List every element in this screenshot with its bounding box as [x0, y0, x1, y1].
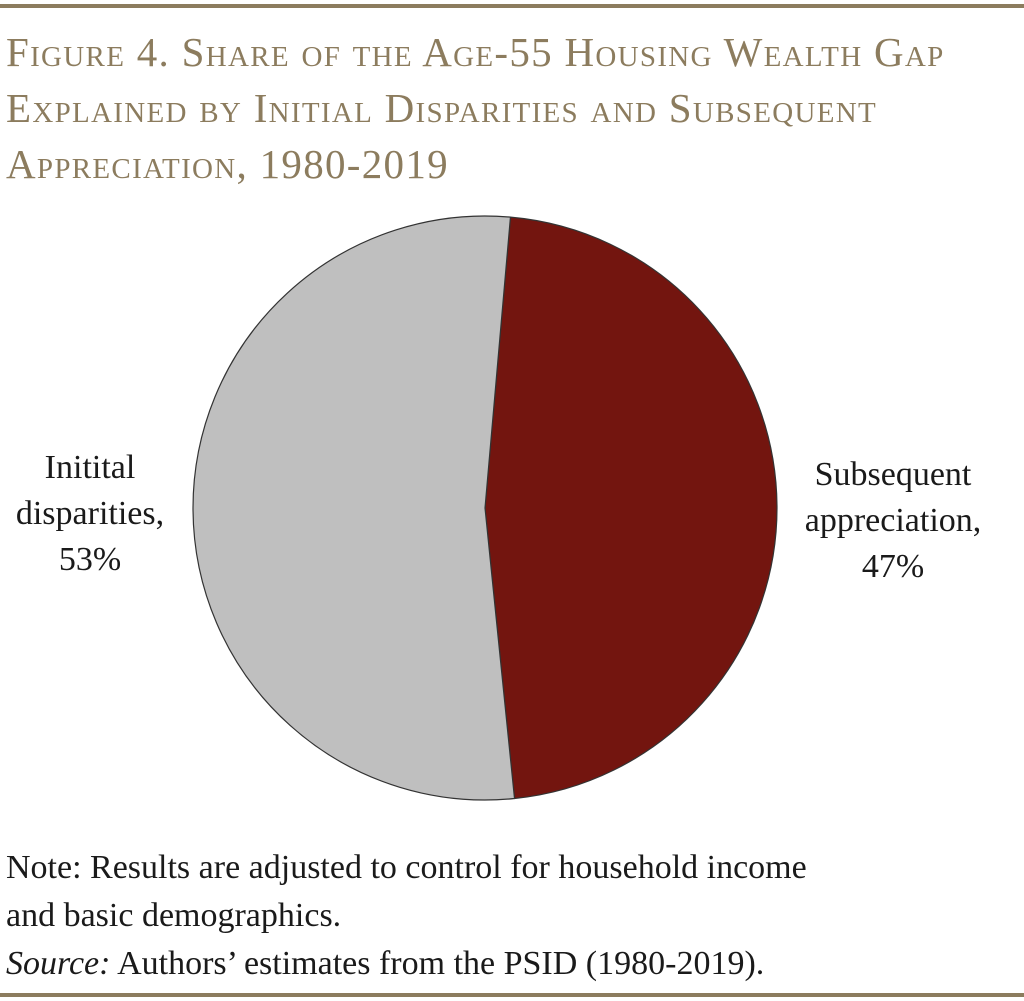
figure-note: Note: Results are adjusted to control fo…	[6, 844, 1016, 988]
figure-title-line-3: Appreciation, 1980-2019	[6, 141, 449, 187]
slice-label-1: Initital disparities, 53%	[16, 449, 164, 578]
bottom-rule	[0, 993, 1024, 997]
slice-label-1-line-1: disparities,	[16, 495, 164, 532]
pie-slice-1	[192, 215, 516, 801]
figure-title: Figure 4. Share of the Age-55 Housing We…	[6, 24, 1016, 192]
source-text: Authors’ estimates from the PSID (1980-2…	[110, 945, 765, 982]
slice-label-0: Subsequent appreciation, 47%	[805, 456, 982, 585]
slice-label-0-line-0: Subsequent	[815, 456, 972, 493]
note-line-1: Note: Results are adjusted to control fo…	[6, 849, 807, 886]
slice-label-0-line-1: appreciation,	[805, 502, 982, 539]
slice-label-1-line-2: 53%	[59, 541, 121, 578]
slice-label-1-line-0: Initital	[45, 449, 136, 486]
pie-slice-0	[484, 216, 778, 800]
source-line: Source: Authors’ estimates from the PSID…	[6, 940, 1016, 988]
slice-label-0-line-2: 47%	[862, 548, 924, 585]
top-rule	[0, 4, 1024, 8]
figure-title-line-1: Figure 4. Share of the Age-55 Housing We…	[6, 29, 945, 75]
source-prefix: Source:	[6, 945, 111, 982]
figure-title-line-2: Explained by Initial Disparities and Sub…	[6, 85, 877, 131]
note-line-2: and basic demographics.	[6, 897, 342, 934]
